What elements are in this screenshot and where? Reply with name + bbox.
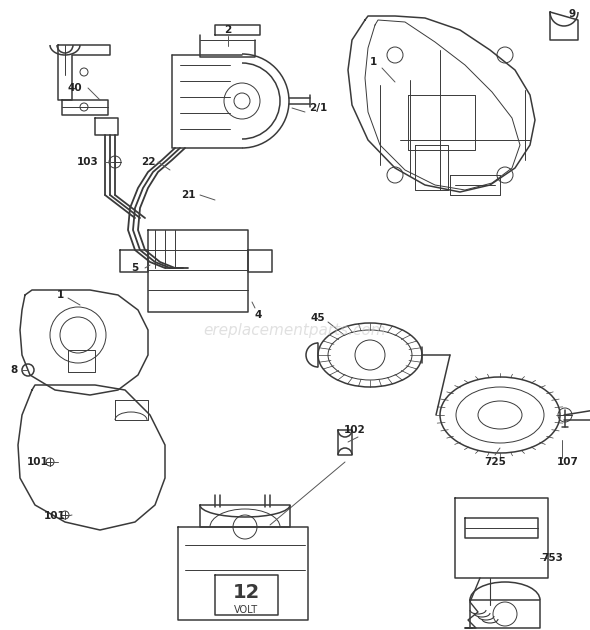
Text: 101: 101 [44,511,66,521]
Text: 101: 101 [27,457,49,467]
Text: 21: 21 [181,190,195,200]
Text: VOLT: VOLT [234,605,258,615]
Text: 5: 5 [132,263,139,273]
Text: 4: 4 [254,310,262,320]
Text: 107: 107 [557,457,579,467]
Text: 725: 725 [484,457,506,467]
Text: 103: 103 [77,157,99,167]
Text: 12: 12 [232,583,260,602]
Text: 2/1: 2/1 [309,103,327,113]
Text: 45: 45 [311,313,325,323]
Text: 40: 40 [68,83,83,93]
Text: 753: 753 [541,553,563,563]
Text: 1: 1 [57,290,64,300]
Text: 2: 2 [224,25,232,35]
Text: 22: 22 [141,157,155,167]
Text: 102: 102 [344,425,366,435]
Text: 9: 9 [568,9,576,19]
Text: 1: 1 [369,57,376,67]
Text: ereplacementparts.com: ereplacementparts.com [204,323,386,338]
Text: 8: 8 [11,365,18,375]
